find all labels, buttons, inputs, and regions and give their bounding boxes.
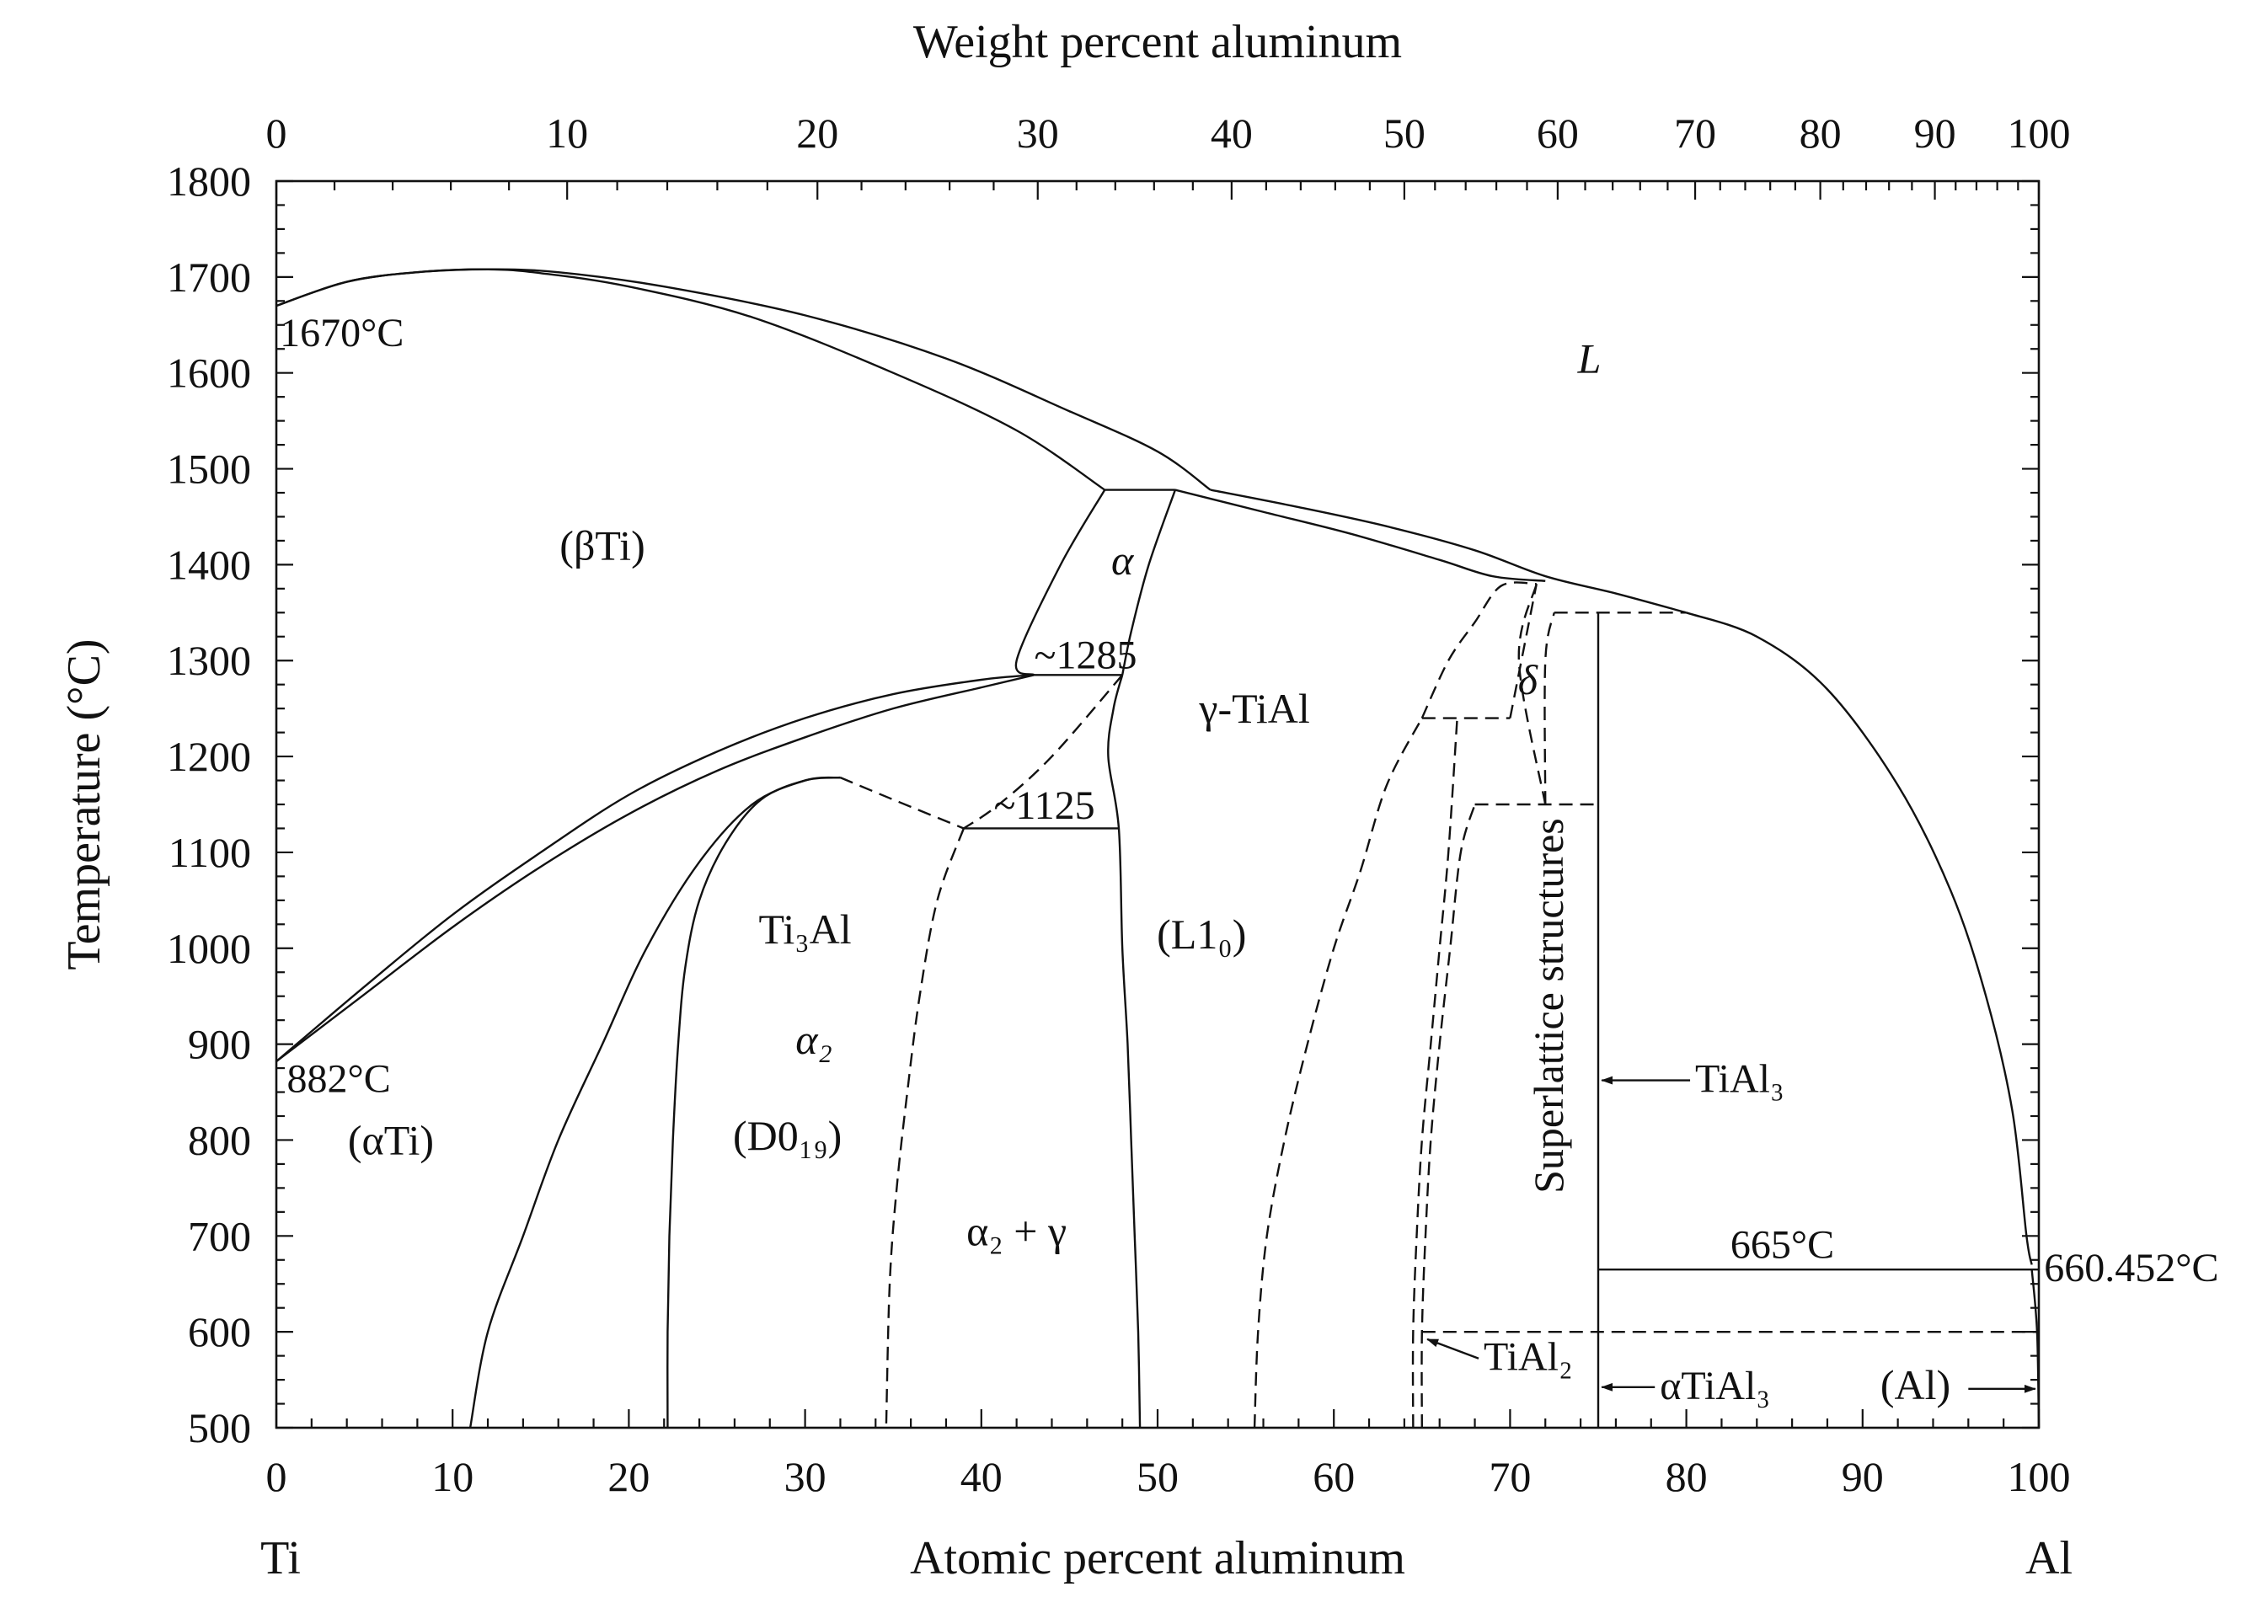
y-tick-label: 1200 (167, 733, 251, 780)
x-tick-label-top: 10 (546, 110, 588, 157)
y-tick-label: 500 (188, 1404, 251, 1451)
y-tick-label: 700 (188, 1212, 251, 1259)
x-tick-label-bottom: 10 (431, 1453, 473, 1500)
al-end-label: Al (2025, 1532, 2073, 1584)
boundary-delta-left-dashed (1509, 583, 1538, 719)
y-tick-label: 900 (188, 1021, 251, 1068)
boundary-beta-transus-lower (275, 674, 1035, 1063)
annotation-label: ~1125 (993, 783, 1094, 828)
boundary-solidus-gamma (1174, 489, 1546, 582)
region-label: γ-TiAl (1198, 685, 1309, 732)
y-tick-label: 1300 (167, 637, 251, 684)
boundary-alpha2-gamma-dashed (885, 828, 966, 1429)
boundary-alpha2-left-boundary (666, 776, 841, 1429)
boundary-alpha-alpha2-boundary (468, 776, 841, 1429)
region-label: (D0₁₉) (733, 1112, 842, 1159)
region-label: Ti₃Al (759, 905, 852, 953)
x-tick-label-top: 90 (1914, 110, 1956, 157)
region-label: Superlattice structures (1525, 818, 1572, 1194)
region-label: α (1111, 537, 1135, 584)
y-tick-label: 600 (188, 1308, 251, 1355)
region-label: (L1₀) (1157, 911, 1246, 958)
annotation-label: 882°C (287, 1057, 391, 1102)
boundary-liquidus-ti-side (275, 268, 1212, 491)
annotation-label: αTiAl₃ (1660, 1364, 1770, 1408)
annotation-label: 1670°C (280, 311, 404, 355)
region-label: α₂ (795, 1016, 832, 1063)
y-tick-label: 1100 (168, 829, 251, 876)
boundary-liquidus-gamma (1210, 489, 1687, 614)
chart-labels: 5006007008009001000110012001300140015001… (167, 110, 2218, 1500)
x-tick-label-bottom: 80 (1666, 1453, 1708, 1500)
tick-marks (275, 179, 2041, 1429)
x-tick-label-top: 60 (1537, 110, 1579, 157)
boundary-tial2-right-dashed (1420, 804, 1476, 1429)
boundary-tial2-left-dashed (1411, 718, 1458, 1429)
x-tick-label-bottom: 40 (960, 1453, 1003, 1500)
top-axis-title: Weight percent aluminum (913, 16, 1402, 68)
boundary-gamma-alpha-dashed (963, 674, 1124, 830)
annotation-label: 660.452°C (2044, 1246, 2218, 1290)
boundary-gamma-right-dashed (1253, 717, 1423, 1429)
y-tick-label: 1400 (167, 541, 251, 588)
bottom-axis-title: Atomic percent aluminum (910, 1532, 1405, 1584)
boundary-gamma-l-dashed (1420, 581, 1537, 719)
y-tick-label: 1800 (167, 158, 251, 205)
x-tick-label-bottom: 30 (784, 1453, 826, 1500)
boundary-liquidus-al-side (1686, 612, 2033, 1265)
boundary-alpha-gamma-right (1121, 489, 1177, 676)
annotation-label: TiAl₃ (1695, 1057, 1784, 1102)
x-tick-label-top: 50 (1383, 110, 1426, 157)
x-tick-label-bottom: 50 (1137, 1453, 1179, 1500)
annotation-label: 665°C (1730, 1222, 1834, 1267)
x-tick-label-bottom: 0 (266, 1453, 287, 1500)
boundary-alpha-beta-left (1014, 489, 1106, 676)
region-label: δ (1518, 656, 1538, 703)
x-tick-label-top: 30 (1017, 110, 1059, 157)
x-tick-label-top: 40 (1211, 110, 1253, 157)
annotation-arrow (1426, 1338, 1479, 1360)
region-label: L (1577, 335, 1602, 382)
region-label: (βTi) (559, 522, 645, 569)
boundary-gamma-left-boundary (1107, 675, 1142, 1429)
boundary-delta-mid-dashed (1517, 583, 1547, 805)
region-label: (Al) (1880, 1361, 1950, 1408)
region-label: α₂ + γ (966, 1208, 1067, 1255)
boundary-solidus-beta (275, 268, 1105, 491)
x-tick-label-bottom: 70 (1489, 1453, 1531, 1500)
ti-end-label: Ti (260, 1532, 301, 1584)
y-axis-title: Temperature (°C) (58, 638, 110, 970)
boundary-alpha2-top-dashed (839, 777, 965, 830)
boundary-beta-transus-upper (275, 674, 1035, 1063)
annotation-label: TiAl₂ (1484, 1335, 1573, 1380)
x-tick-label-top: 0 (266, 110, 287, 157)
boundary-delta-right-dashed (1543, 612, 1555, 805)
y-tick-label: 1600 (167, 350, 251, 397)
region-label: (αTi) (348, 1117, 434, 1164)
annotation-label: ~1285 (1035, 633, 1137, 677)
x-tick-label-bottom: 20 (607, 1453, 650, 1500)
x-tick-label-top: 20 (796, 110, 838, 157)
y-tick-label: 1700 (167, 254, 251, 301)
x-tick-label-top: 100 (2008, 110, 2071, 157)
y-tick-label: 1500 (167, 446, 251, 493)
x-tick-label-top: 80 (1800, 110, 1842, 157)
y-tick-label: 1000 (167, 925, 251, 972)
x-tick-label-bottom: 90 (1842, 1453, 1884, 1500)
x-tick-label-bottom: 100 (2008, 1453, 2071, 1500)
x-tick-label-top: 70 (1674, 110, 1716, 157)
y-tick-label: 800 (188, 1116, 251, 1163)
x-tick-label-bottom: 60 (1313, 1453, 1355, 1500)
phase-boundaries (275, 268, 2041, 1429)
